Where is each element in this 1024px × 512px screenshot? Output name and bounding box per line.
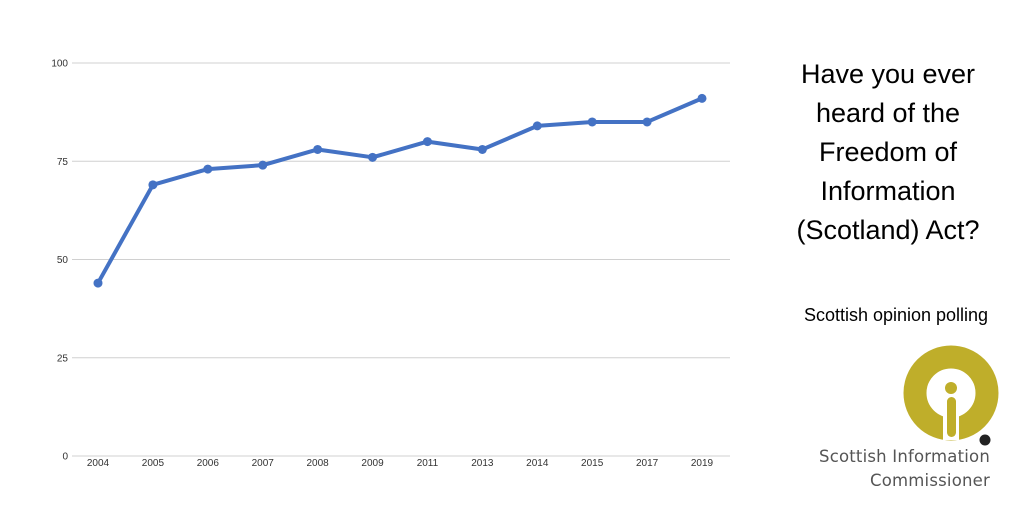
y-axis-tick-labels: 0 25 50 75 100 (51, 59, 68, 463)
data-point (93, 278, 103, 288)
data-point (313, 144, 323, 154)
gridlines (72, 62, 730, 457)
chart-subtitle: Scottish opinion polling (803, 305, 989, 325)
data-point (532, 121, 542, 131)
y-tick-label: 50 (57, 255, 69, 266)
x-tick-label: 2013 (471, 458, 494, 469)
data-point (368, 152, 378, 162)
x-tick-label: 2004 (87, 458, 110, 469)
x-tick-label: 2015 (581, 458, 604, 469)
x-axis-tick-labels: 2004 2005 2006 2007 2008 2009 2011 2013 2014 2015… (87, 458, 714, 469)
chart-title-line: (Scotland) Act? (796, 215, 980, 245)
series-line (96, 96, 704, 286)
data-point (422, 137, 432, 147)
x-tick-label: 2008 (307, 458, 330, 469)
series-layer (93, 93, 707, 288)
data-point (587, 117, 597, 127)
x-tick-label: 2011 (417, 458, 439, 469)
x-tick-label: 2005 (142, 458, 165, 469)
x-tick-label: 2019 (691, 458, 714, 469)
x-tick-label: 2006 (197, 458, 220, 469)
chart-title-line: Have you ever (800, 59, 976, 89)
x-tick-label: 2017 (636, 458, 659, 469)
y-tick-label: 100 (51, 59, 68, 70)
sic-logo-text: Scottish Information Commissioner (810, 445, 990, 493)
data-point (642, 117, 652, 127)
chart-title-line: heard of the (815, 98, 961, 128)
sic-logo-icon (903, 345, 999, 446)
x-tick-label: 2014 (526, 458, 549, 469)
data-point (477, 144, 487, 154)
y-tick-label: 25 (57, 353, 69, 364)
data-point (203, 164, 213, 174)
sic-logo-text-line2: Commissioner (869, 471, 990, 490)
sic-logo: Scottish Information Commissioner (810, 342, 1010, 492)
y-tick-label: 0 (62, 452, 68, 463)
y-tick-label: 75 (57, 157, 69, 168)
chart-title-line: Information (820, 176, 956, 206)
chart-title-line: Freedom of (818, 137, 958, 167)
sic-logo-text-line1: Scottish Information (819, 447, 990, 466)
x-tick-label: 2007 (252, 458, 275, 469)
chart-title: Have you ever heard of the Freedom of In… (776, 55, 1000, 250)
data-point (697, 93, 707, 103)
data-point (148, 180, 158, 190)
x-tick-label: 2009 (361, 458, 384, 469)
data-point (258, 160, 268, 170)
